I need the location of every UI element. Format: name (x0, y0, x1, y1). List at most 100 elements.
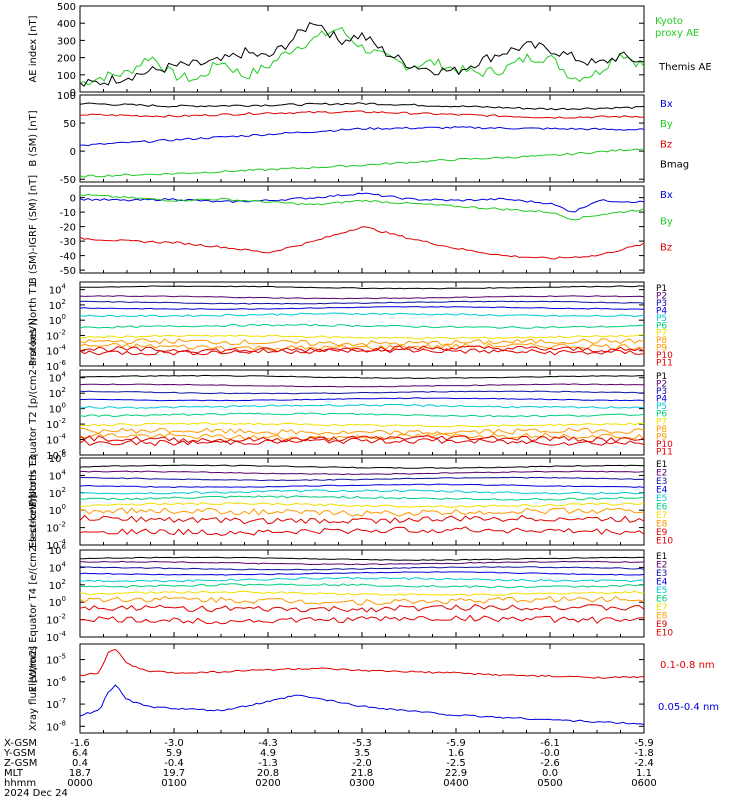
y-tick-label: 0 (70, 88, 76, 99)
channel-line-p9 (79, 432, 645, 441)
channel-line-e4 (79, 571, 645, 576)
channel-label-p8: P8 (656, 336, 667, 346)
ephemeris-value: -5.9 (446, 738, 466, 749)
legend-bz: Bz (660, 139, 672, 150)
channel-line-e8 (79, 507, 645, 517)
channel-label-p3: P3 (656, 387, 667, 397)
channel-line-p7 (79, 422, 645, 428)
ephemeris-value: 3.5 (354, 748, 370, 759)
channel-line-e10 (79, 614, 645, 625)
channel-label-p1: P1 (656, 284, 667, 294)
channel-line-e8 (79, 595, 645, 606)
panel-frame-1 (79, 94, 645, 183)
y-tick-label: 10-7 (46, 697, 66, 711)
channel-label-e1: E1 (656, 460, 667, 470)
panel-frame-4 (79, 369, 645, 456)
y-tick-label: 0 (70, 194, 76, 205)
channel-line-p6 (79, 323, 645, 329)
legend-xray-long: 0.1-0.8 nm (660, 660, 715, 671)
panel-frame-3 (79, 281, 645, 367)
y-tick-label: 10-2 (46, 417, 66, 431)
channel-label-p2: P2 (656, 380, 667, 390)
ephemeris-value: -4.3 (258, 738, 278, 749)
y-axis-label-1: B (SM) [nT] (28, 110, 39, 166)
ephemeris-row-label: X-GSM (4, 738, 37, 749)
channel-label-e5: E5 (656, 586, 667, 596)
channel-line-p5 (79, 312, 645, 318)
ephemeris-value: 18.7 (69, 768, 91, 779)
channel-label-p9: P9 (656, 344, 667, 354)
channel-line-p6 (79, 412, 645, 418)
ephemeris-value: -0.4 (164, 758, 184, 769)
channel-label-p4: P4 (656, 306, 667, 316)
channel-line-p4 (80, 397, 645, 402)
ephemeris-value: -5.9 (634, 738, 654, 749)
channel-label-e2: E2 (656, 561, 667, 571)
y-axis-label-0: AE index [nT] (28, 15, 39, 82)
legend-by: By (660, 119, 673, 130)
channel-label-e5: E5 (656, 494, 667, 504)
ephemeris-value: 0500 (537, 778, 562, 789)
legend-kyoto: Kyoto (655, 16, 683, 27)
channel-line-e9 (79, 514, 645, 525)
channel-label-p5: P5 (656, 402, 667, 412)
channel-label-e10: E10 (656, 537, 673, 547)
legend-by: By (660, 216, 673, 227)
channel-line-p3 (79, 390, 645, 395)
panel-frame-5 (79, 457, 645, 546)
y-tick-label: 106 (49, 543, 67, 557)
channel-line-p8 (79, 338, 645, 347)
channel-label-p9: P9 (656, 432, 667, 442)
series-line-bmag (79, 102, 645, 111)
y-tick-label: 10-2 (46, 613, 66, 627)
series-line-kyoto-proxy-ae (79, 26, 645, 86)
y-tick-label: 102 (49, 386, 66, 400)
y-tick-label: 104 (49, 468, 67, 482)
ephemeris-value: 4.9 (260, 748, 276, 759)
ephemeris-value: 1.1 (636, 768, 652, 779)
channel-line-p10 (79, 435, 645, 443)
ephemeris-value: -2.6 (540, 758, 560, 769)
channel-label-p1: P1 (656, 372, 667, 382)
y-tick-label: -50 (60, 266, 76, 277)
y-tick-label: 104 (49, 283, 67, 297)
ephemeris-value: -6.1 (540, 738, 560, 749)
channel-line-p7 (80, 334, 645, 340)
y-tick-label: 400 (57, 19, 76, 30)
y-tick-label: 500 (57, 2, 76, 13)
series-line-bz (79, 110, 645, 119)
y-tick-label: 100 (49, 313, 66, 327)
ephemeris-row-label: MLT (4, 768, 24, 779)
y-tick-label: 102 (49, 486, 66, 500)
channel-line-e9 (79, 604, 645, 613)
channel-label-p10: P10 (656, 351, 673, 361)
channel-line-p1 (79, 285, 645, 290)
ephemeris-value: -1.6 (70, 738, 90, 749)
channel-line-p2 (79, 295, 645, 300)
ephemeris-value: -1.8 (634, 748, 654, 759)
ephemeris-value: 20.8 (257, 768, 279, 779)
legend-bx: Bx (660, 190, 673, 201)
channel-label-p3: P3 (656, 299, 667, 309)
y-tick-label: -40 (60, 252, 76, 263)
channel-line-e10 (79, 526, 645, 536)
series-line-0-1-0-8-nm (79, 648, 645, 679)
y-tick-label: 100 (49, 402, 66, 416)
y-axis-label-5: Electrons North T3 (28, 455, 39, 548)
ephemeris-value: 0.0 (542, 768, 558, 779)
channel-line-e4 (79, 483, 645, 489)
y-axis-label-3: Protons North T1 (28, 282, 39, 366)
ephemeris-value: -1.3 (258, 758, 278, 769)
channel-line-e2 (79, 560, 645, 566)
y-tick-label: 102 (49, 578, 66, 592)
date-label: 2024 Dec 24 (4, 788, 68, 799)
y-tick-label: 10-4 (46, 433, 66, 447)
channel-label-p2: P2 (656, 291, 667, 301)
ephemeris-row-label: Z-GSM (4, 758, 37, 769)
channel-label-e3: E3 (656, 477, 667, 487)
channel-line-e7 (79, 502, 645, 508)
channel-label-e8: E8 (656, 612, 668, 622)
ephemeris-value: 22.9 (445, 768, 467, 779)
channel-label-e6: E6 (656, 503, 668, 513)
